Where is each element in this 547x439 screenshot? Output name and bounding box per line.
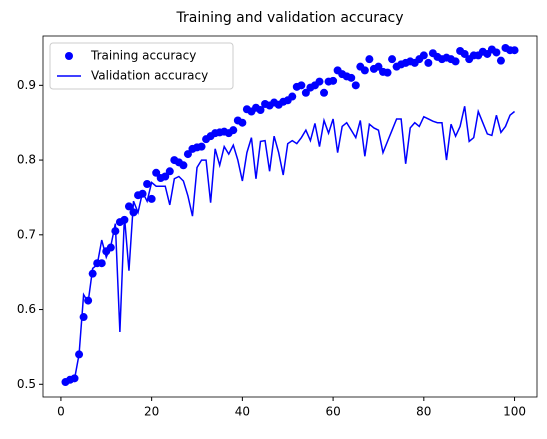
point	[360, 66, 369, 75]
point	[320, 88, 329, 97]
legend-marker	[65, 52, 73, 60]
point	[329, 76, 338, 85]
point	[97, 259, 106, 268]
point	[510, 46, 519, 55]
point	[451, 57, 460, 66]
y-tick-label: 0.6	[17, 302, 36, 316]
point	[152, 168, 161, 177]
point	[460, 49, 469, 58]
point	[347, 73, 356, 82]
x-tick-label: 80	[416, 405, 431, 419]
legend-box	[49, 42, 234, 90]
x-tick-label: 100	[503, 405, 526, 419]
series-line	[65, 106, 516, 383]
point	[492, 48, 501, 57]
legend-label: Training accuracy	[90, 49, 196, 63]
point	[79, 313, 88, 322]
legend-label: Validation accuracy	[91, 69, 208, 83]
point	[197, 142, 206, 151]
point	[424, 58, 433, 67]
point	[288, 92, 297, 101]
point	[351, 81, 360, 90]
x-tick-label: 0	[57, 405, 65, 419]
point	[165, 167, 174, 176]
point	[124, 202, 133, 211]
point	[147, 194, 156, 203]
point	[374, 62, 383, 71]
y-tick-label: 0.7	[17, 227, 36, 241]
point	[301, 88, 310, 97]
point	[183, 150, 192, 159]
point	[496, 56, 505, 65]
plot-frame	[42, 35, 538, 398]
chart-title: Training and validation accuracy	[175, 10, 403, 26]
point	[297, 81, 306, 90]
x-tick-label: 40	[235, 405, 250, 419]
y-tick-label: 0.5	[17, 377, 36, 391]
point	[388, 55, 397, 64]
x-tick-label: 20	[144, 405, 159, 419]
point	[238, 118, 247, 127]
point	[383, 68, 392, 77]
x-tick-label: 60	[325, 405, 340, 419]
point	[179, 161, 188, 170]
point	[315, 77, 324, 86]
point	[256, 105, 265, 114]
point	[161, 172, 170, 181]
point	[143, 179, 152, 188]
point	[365, 55, 374, 64]
y-tick-label: 0.8	[17, 153, 36, 167]
point	[229, 126, 238, 135]
y-tick-label: 0.9	[17, 78, 36, 92]
point	[419, 51, 428, 60]
